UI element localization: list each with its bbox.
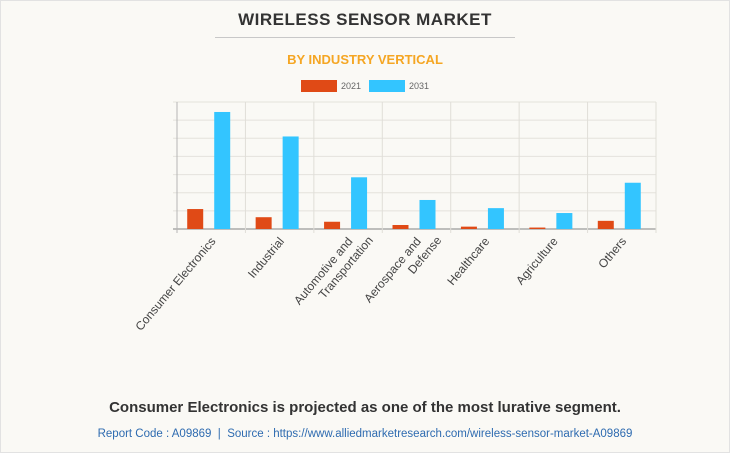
x-tick-label-line: Healthcare — [444, 234, 492, 288]
x-tick-label-line: Industrial — [245, 235, 287, 281]
x-tick-label-text: Others — [595, 235, 629, 272]
bar-2021-aerospace-and-defense[interactable] — [392, 225, 409, 229]
source-line: Report Code : A09869 | Source : https://… — [0, 428, 730, 440]
x-tick-label: Aerospace andDefense — [361, 224, 444, 315]
title-divider — [215, 37, 515, 38]
legend-label-2031: 2031 — [409, 81, 430, 91]
bar-2031-healthcare[interactable] — [487, 208, 504, 229]
x-tick-label: Others — [595, 235, 629, 272]
chart-title: WIRELESS SENSOR MARKET — [238, 10, 492, 29]
chart-subtitle: BY INDUSTRY VERTICAL — [287, 52, 443, 67]
x-tick-label: Consumer Electronics — [132, 235, 218, 334]
x-tick-label: Industrial — [245, 235, 287, 281]
bar-2031-aerospace-and-defense[interactable] — [419, 199, 436, 229]
gridlines — [173, 101, 657, 233]
legend: 2021 2031 — [0, 80, 730, 92]
x-tick-label-text: Industrial — [245, 235, 287, 281]
x-tick-label-text: Aerospace andDefense — [361, 224, 444, 315]
bar-2021-agriculture[interactable] — [529, 227, 546, 229]
x-tick-label: Agriculture — [513, 234, 561, 287]
x-tick-label-text: Healthcare — [444, 234, 492, 288]
x-tick-label-line: Others — [595, 235, 629, 272]
legend-label-2021: 2021 — [340, 81, 361, 91]
source-separator: | — [217, 428, 221, 440]
x-axis-labels: Consumer Electronics Industrial Automotive… — [132, 224, 629, 334]
bar-chart: Consumer Electronics Industrial Automotive… — [132, 101, 657, 334]
bar-2021-automotive-and-transportation[interactable] — [324, 221, 341, 229]
x-tick-label: Healthcare — [444, 234, 492, 288]
bar-2021-industrial[interactable] — [255, 217, 272, 229]
x-tick-label-line: Consumer Electronics — [132, 235, 218, 334]
legend-item-2021[interactable]: 2021 — [300, 80, 361, 92]
bar-2031-consumer-electronics[interactable] — [214, 111, 231, 229]
bar-2031-agriculture[interactable] — [556, 213, 573, 229]
legend-swatch-2031 — [369, 80, 405, 92]
bar-2031-industrial[interactable] — [282, 136, 299, 229]
x-tick-label: Automotive andTransportation — [291, 224, 376, 317]
bar-2021-others[interactable] — [597, 220, 614, 229]
x-tick-label-text: Consumer Electronics — [132, 235, 218, 334]
x-tick-label-text: Automotive andTransportation — [291, 224, 376, 317]
x-tick-label-text: Agriculture — [513, 234, 561, 287]
report-code: Report Code : A09869 — [97, 428, 212, 440]
bar-2021-healthcare[interactable] — [460, 226, 477, 229]
chart-caption: Consumer Electronics is projected as one… — [109, 399, 621, 416]
bar-2031-others[interactable] — [624, 182, 641, 229]
x-tick-label-line: Agriculture — [513, 234, 561, 287]
bar-2031-automotive-and-transportation[interactable] — [351, 177, 368, 229]
legend-swatch-2021 — [300, 80, 337, 92]
bars — [187, 111, 641, 229]
bar-2021-consumer-electronics[interactable] — [187, 209, 204, 229]
source-link[interactable]: Source : https://www.alliedmarketresearc… — [227, 428, 633, 440]
legend-item-2031[interactable]: 2031 — [369, 80, 429, 92]
